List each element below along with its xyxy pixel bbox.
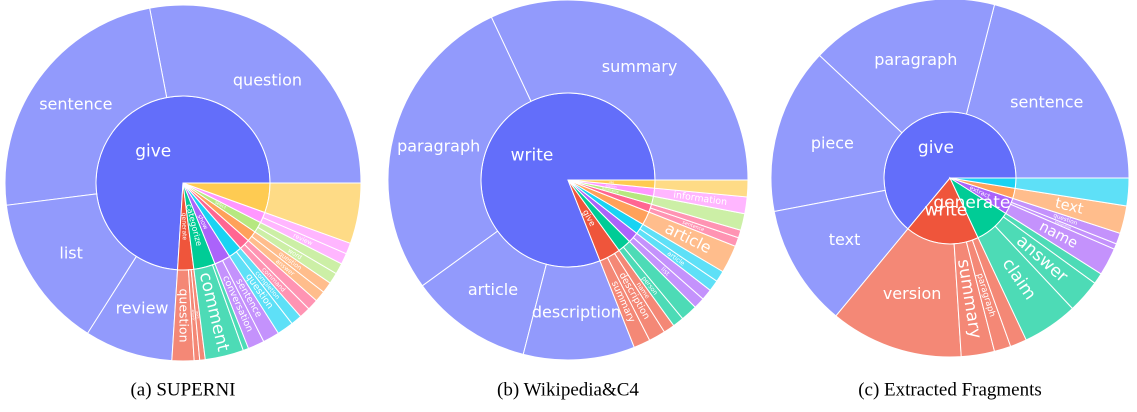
outer-slice [773,189,909,317]
slice-label: summary [602,57,678,76]
slice-label: sentence [39,95,112,114]
slice-label: word [195,311,200,319]
outer-slice [264,182,362,244]
slice-label: text [1053,196,1085,218]
outer-slice [387,16,532,287]
outer-slice [654,179,749,198]
slice-label: give [135,141,171,161]
outer-slice [5,193,138,334]
slice-label: write [511,146,554,166]
outer-slice [770,54,903,213]
outer-slice [1014,177,1130,207]
slice-label: paragraph [397,136,480,155]
slice-label: select [214,199,227,210]
caption: (c) Extracted Fragments [858,379,1042,400]
slice-label: summarize [602,186,620,194]
slice-label: version [883,284,942,303]
slice-label: give [918,138,954,158]
slice-label: write [924,201,967,221]
slice-label: generate [180,213,188,241]
slice-label: list [59,243,83,262]
outer-slice [818,0,996,134]
slice-label: review [116,299,169,318]
caption: (a) SUPERNI [130,379,235,400]
outer-slice [4,7,168,206]
slice-label: explanation [1054,220,1072,230]
slice-label: description [532,303,621,322]
caption: (b) Wikipedia&C4 [497,379,639,400]
outer-slice [490,0,749,181]
slice-label: paragraph [874,50,957,69]
slice-label: text [829,230,861,249]
slice-label: question [177,288,192,342]
slice-label: sentence [1010,92,1083,111]
slice-label: use [609,180,615,184]
slice-label: list [659,266,671,278]
slice-label: article [468,280,518,299]
outer-slice [965,4,1130,179]
slice-label: piece [811,133,854,152]
outer-slice [149,4,362,184]
slice-label: explain [605,183,617,189]
slice-label: question [233,70,302,89]
slice-label: answer [191,309,196,321]
slice-label: generate [933,193,1010,213]
outer-slice [835,228,962,358]
